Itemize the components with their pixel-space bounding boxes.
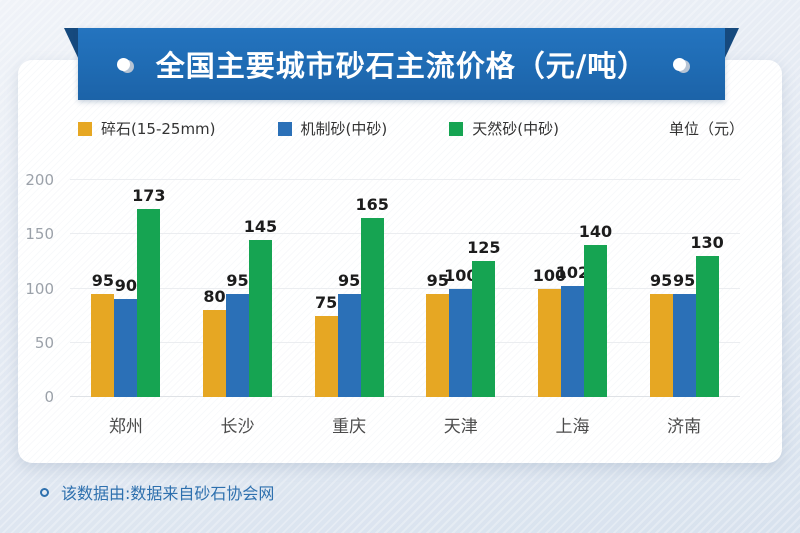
- bar: 95: [225, 271, 249, 397]
- bullet-circle-icon: [40, 487, 49, 497]
- bar-value-label: 165: [355, 195, 389, 214]
- legend-swatch-icon: [449, 121, 464, 136]
- x-axis-label: 郑州: [108, 417, 143, 437]
- bar: 130: [690, 233, 724, 397]
- bar-value-label: 140: [578, 222, 613, 242]
- bar-value-label: 95: [426, 270, 449, 290]
- bar: 95: [337, 271, 361, 397]
- legend-label: 天然砂(中砂): [472, 120, 559, 138]
- bar-value-label: 173: [132, 186, 166, 206]
- bar: 145: [244, 217, 277, 397]
- y-tick-label: 150: [25, 225, 54, 244]
- bar: 95: [672, 271, 696, 397]
- legend-item-natural-sand: 天然砂(中砂): [449, 118, 559, 139]
- page-title: 全国主要城市砂石主流价格（元/吨）: [155, 49, 648, 83]
- bar-group: 95 90 173: [90, 180, 166, 397]
- y-tick-label: 200: [25, 171, 54, 189]
- legend-label: 碎石(15-25mm): [101, 120, 216, 138]
- bar-value-label: 75: [315, 292, 338, 312]
- chart-card: 碎石(15-25mm) 机制砂(中砂) 天然砂(中砂) 单位（元） 0 50 100…: [18, 60, 782, 463]
- legend-item-crushed-stone: 碎石(15-25mm): [78, 118, 216, 139]
- bar-group: 75 95 165: [313, 180, 389, 397]
- bar-value-label: 90: [114, 276, 137, 296]
- x-axis-label: 济南: [667, 417, 702, 437]
- x-axis: 郑州 长沙 重庆 天津 上海 济南: [70, 412, 740, 437]
- gridline: [70, 233, 740, 235]
- bar-group: 80 95 145: [201, 180, 277, 397]
- bar: 95: [649, 271, 673, 397]
- x-axis-label: 重庆: [332, 417, 367, 437]
- y-tick-label: 50: [34, 333, 54, 352]
- bar-value-label: 125: [467, 238, 501, 258]
- bar-group: 100 102 140: [533, 180, 612, 397]
- bar-value-label: 95: [649, 270, 673, 290]
- bar-value-label: 100: [444, 265, 478, 285]
- bar: 80: [202, 287, 226, 397]
- bar: 95: [426, 271, 450, 397]
- bar-group: 95 95 130: [648, 180, 724, 397]
- legend-swatch-icon: [277, 121, 292, 136]
- bar-value-label: 95: [226, 270, 249, 290]
- legend: 碎石(15-25mm) 机制砂(中砂) 天然砂(中砂) 单位（元）: [18, 118, 782, 139]
- bar-value-label: 80: [203, 287, 226, 307]
- bar-value-label: 95: [338, 270, 361, 290]
- bar: 90: [114, 276, 138, 397]
- gridline: [70, 341, 740, 343]
- x-axis-label: 长沙: [220, 417, 255, 437]
- data-source-note: 该数据由:数据来自砂石协会网: [40, 480, 274, 504]
- bar-value-label: 102: [555, 263, 590, 283]
- legend-label: 机制砂(中砂): [300, 120, 388, 138]
- bar-group: 95 100 125: [425, 180, 501, 397]
- legend-item-machine-sand: 机制砂(中砂): [277, 118, 388, 139]
- bar: 95: [91, 271, 115, 397]
- bar: 140: [579, 222, 612, 397]
- banner-dot-left-icon: [116, 57, 130, 71]
- gridline: [70, 287, 740, 289]
- bar-value-label: 95: [672, 270, 696, 290]
- ribbon-fold-right: [723, 28, 739, 62]
- bar: 173: [132, 186, 166, 397]
- bar: 75: [314, 293, 338, 397]
- bar: 125: [467, 238, 501, 397]
- bar: 100: [444, 266, 478, 397]
- bar: 100: [533, 266, 566, 397]
- bar-groups: 95 90 173 80 95 145 75 95 165 95 100 125 100 102 140 95…: [70, 180, 740, 397]
- bar-value-label: 95: [91, 270, 114, 290]
- y-tick-label: 100: [25, 279, 54, 298]
- gridline: [70, 179, 740, 180]
- unit-label: 单位（元）: [668, 120, 744, 138]
- bar-value-label: 130: [690, 232, 724, 252]
- y-tick-label: 0: [44, 388, 54, 406]
- banner-dot-right-icon: [673, 57, 687, 71]
- legend-swatch-icon: [78, 121, 92, 136]
- x-axis-label: 上海: [555, 417, 590, 437]
- gridline: [70, 396, 740, 397]
- bar: 102: [556, 263, 589, 397]
- y-axis: 0 50 100 150 200: [18, 171, 62, 406]
- x-axis-label: 天津: [443, 417, 478, 437]
- bar-value-label: 100: [532, 265, 567, 285]
- title-banner: 全国主要城市砂石主流价格（元/吨）: [78, 28, 725, 100]
- plot-area: [70, 179, 740, 397]
- bar: 165: [355, 195, 389, 397]
- bar-value-label: 145: [243, 216, 278, 236]
- data-source-text: 该数据由:数据来自砂石协会网: [61, 484, 275, 503]
